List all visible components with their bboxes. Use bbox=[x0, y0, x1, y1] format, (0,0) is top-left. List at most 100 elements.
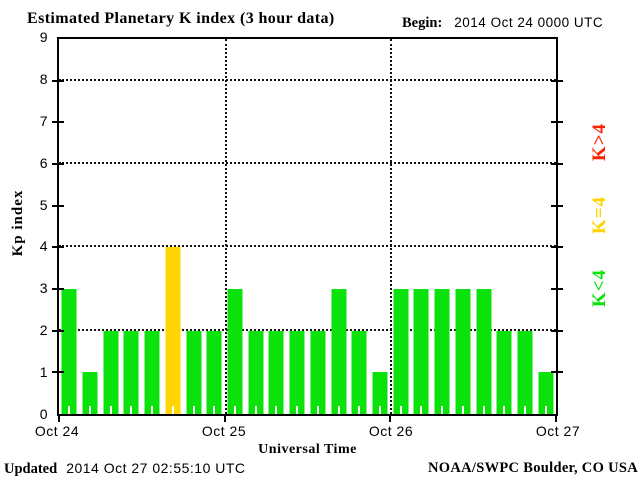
kp-bar bbox=[206, 330, 222, 414]
kp-bar bbox=[496, 330, 512, 414]
y-tick-label-6: 6 bbox=[39, 154, 48, 171]
hour-tick-notch bbox=[171, 406, 174, 414]
kp-bar bbox=[476, 289, 492, 414]
hour-tick-notch bbox=[378, 406, 381, 414]
y-tick-left-8 bbox=[52, 79, 64, 82]
kp-bar bbox=[393, 289, 409, 414]
y-tick-right-1 bbox=[551, 371, 563, 374]
hour-tick-notch bbox=[296, 406, 299, 414]
x-tick-label-oct-26: Oct 26 bbox=[368, 423, 414, 439]
plot-area bbox=[52, 37, 563, 422]
kp-bar bbox=[372, 372, 388, 414]
hour-tick-notch bbox=[482, 406, 485, 414]
hour-tick-notch bbox=[234, 406, 237, 414]
v-gridline-day-2 bbox=[390, 39, 393, 414]
kp-bar bbox=[331, 289, 347, 414]
hour-tick-notch bbox=[89, 406, 92, 414]
y-tick-left-6 bbox=[52, 162, 64, 165]
legend-item-K4: K=4 bbox=[589, 195, 610, 235]
x-axis-title: Universal Time bbox=[258, 442, 357, 457]
kp-bar bbox=[268, 330, 284, 414]
updated-label: Updated bbox=[4, 461, 58, 477]
y-tick-right-7 bbox=[551, 121, 563, 124]
kp-bar bbox=[310, 330, 326, 414]
y-tick-right-3 bbox=[551, 287, 563, 290]
x-tick-label-oct-24: Oct 24 bbox=[34, 423, 80, 439]
y-tick-right-2 bbox=[551, 329, 563, 332]
hour-tick-notch bbox=[254, 406, 257, 414]
begin-label: Begin: bbox=[402, 15, 443, 31]
hour-tick-notch bbox=[109, 406, 112, 414]
y-tick-label-7: 7 bbox=[39, 112, 48, 129]
h-gridline-kp-4 bbox=[59, 245, 556, 248]
hour-tick-notch bbox=[192, 406, 195, 414]
y-tick-left-1 bbox=[52, 371, 64, 374]
v-gridline-day-1 bbox=[224, 39, 227, 414]
h-gridline-kp-6 bbox=[59, 162, 556, 164]
hour-tick-notch bbox=[544, 406, 547, 414]
chart-title: Estimated Planetary K index (3 hour data… bbox=[27, 10, 335, 27]
y-tick-left-5 bbox=[52, 204, 64, 207]
kp-bar bbox=[103, 330, 119, 414]
y-tick-label-2: 2 bbox=[39, 322, 48, 339]
credit-text: NOAA/SWPC Boulder, CO USA bbox=[428, 460, 638, 476]
y-tick-label-4: 4 bbox=[39, 238, 48, 255]
y-tick-left-7 bbox=[52, 121, 64, 124]
hour-tick-notch bbox=[68, 406, 71, 414]
kp-bar bbox=[227, 289, 243, 414]
y-tick-left-4 bbox=[52, 246, 64, 249]
x-major-tick bbox=[389, 416, 392, 422]
y-tick-label-0: 0 bbox=[39, 406, 48, 422]
kp-bar bbox=[165, 247, 181, 414]
begin-caption: Begin: 2014 Oct 24 0000 UTC bbox=[402, 15, 603, 32]
y-tick-left-3 bbox=[52, 287, 64, 290]
y-tick-label-3: 3 bbox=[39, 280, 48, 297]
y-tick-right-4 bbox=[551, 246, 563, 249]
x-major-tick bbox=[223, 416, 226, 422]
hour-tick-notch bbox=[420, 406, 423, 414]
hour-tick-notch bbox=[337, 406, 340, 414]
y-tick-label-9: 9 bbox=[39, 29, 48, 45]
hour-tick-notch bbox=[461, 406, 464, 414]
kp-bar bbox=[517, 330, 533, 414]
hour-tick-notch bbox=[316, 406, 319, 414]
hour-tick-notch bbox=[441, 406, 444, 414]
y-tick-label-1: 1 bbox=[39, 364, 48, 381]
h-gridline-kp-8 bbox=[59, 78, 556, 81]
kp-bar bbox=[434, 289, 450, 414]
kp-bar bbox=[248, 330, 264, 414]
x-tick-label-oct-27: Oct 27 bbox=[535, 423, 581, 439]
legend-item-K4: K>4 bbox=[589, 122, 610, 162]
y-tick-right-8 bbox=[551, 79, 563, 82]
hour-tick-notch bbox=[130, 406, 133, 414]
hour-tick-notch bbox=[151, 406, 154, 414]
kp-bar bbox=[413, 289, 429, 414]
y-tick-right-6 bbox=[551, 162, 563, 165]
y-tick-label-5: 5 bbox=[39, 196, 48, 213]
kp-bar bbox=[61, 289, 77, 414]
hour-tick-notch bbox=[523, 406, 526, 414]
kp-bar bbox=[186, 330, 202, 414]
y-tick-left-2 bbox=[52, 329, 64, 332]
legend-item-K4: K<4 bbox=[589, 268, 610, 308]
hour-tick-notch bbox=[275, 406, 278, 414]
kp-bar bbox=[351, 330, 367, 414]
updated-value: 2014 Oct 27 02:55:10 UTC bbox=[66, 460, 246, 476]
kp-bar bbox=[289, 330, 305, 414]
x-tick-label-oct-25: Oct 25 bbox=[201, 423, 247, 439]
kp-bar bbox=[144, 330, 160, 414]
hour-tick-notch bbox=[213, 406, 216, 414]
h-gridline-kp-2 bbox=[59, 328, 556, 331]
kp-bar bbox=[82, 372, 98, 414]
hour-tick-notch bbox=[399, 406, 402, 414]
y-tick-right-5 bbox=[551, 204, 563, 207]
y-tick-label-8: 8 bbox=[39, 70, 48, 87]
kp-bar bbox=[455, 289, 471, 414]
x-major-tick bbox=[555, 416, 557, 422]
x-major-tick bbox=[58, 416, 60, 422]
kp-bar bbox=[538, 372, 554, 414]
hour-tick-notch bbox=[503, 406, 506, 414]
hour-tick-notch bbox=[358, 406, 361, 414]
updated-caption: Updated 2014 Oct 27 02:55:10 UTC bbox=[4, 460, 246, 478]
